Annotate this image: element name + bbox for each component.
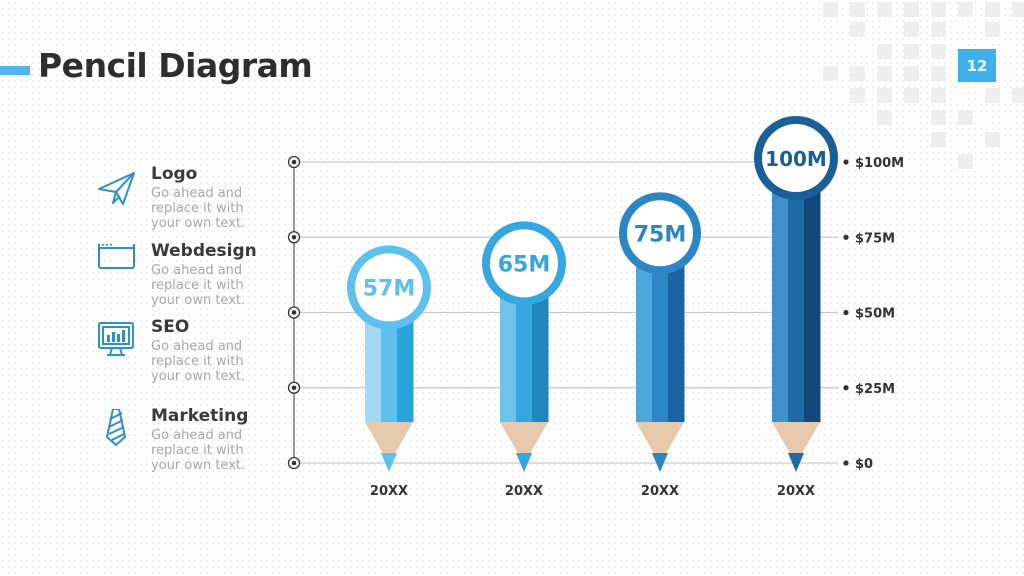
y-tick-label: $50M [855, 307, 895, 322]
page-title: Pencil Diagram [38, 46, 313, 85]
pencil-bar: 57M [347, 245, 431, 472]
pencil-stripe [381, 305, 398, 422]
data-label: 65M [498, 252, 551, 277]
value-ring-inner [490, 229, 558, 298]
value-ring-inner [355, 253, 423, 322]
necktie-icon [106, 409, 126, 446]
value-ring-inner [762, 124, 830, 192]
y-tick-label: $100M [855, 156, 904, 171]
axis-marker-dot [291, 234, 297, 240]
pencil-stripe [365, 305, 382, 422]
tick-dot [843, 159, 849, 165]
x-tick-label: 20XX [777, 484, 815, 499]
data-label: 100M [765, 147, 827, 171]
axis-marker-dot [291, 460, 297, 466]
tick-dot [843, 234, 849, 240]
pencil-bar: 100M [754, 116, 838, 472]
legend-title: Webdesign [151, 241, 257, 261]
x-tick-label: 20XX [505, 484, 543, 499]
y-tick-label: $0 [855, 457, 873, 472]
data-label: 57M [363, 276, 416, 301]
axis-marker-dot [291, 310, 297, 315]
pencil-stripe [636, 251, 653, 422]
pencil-wood [365, 422, 413, 464]
pencil-stripe [668, 251, 685, 422]
pencil-bar: 75M [619, 192, 701, 472]
legend-description: Go ahead and replace it with your own te… [151, 428, 246, 473]
y-tick-label: $25M [855, 382, 895, 397]
pencil-stripe [788, 176, 805, 422]
pencil-wood [636, 422, 684, 464]
x-tick-label: 20XX [641, 484, 679, 499]
y-tick-label: $75M [855, 231, 895, 246]
pencil-stripe [804, 176, 821, 422]
pencil-stripe [652, 251, 669, 422]
legend-description: Go ahead and replace it with your own te… [151, 339, 246, 384]
axis-marker-dot [291, 159, 297, 165]
x-tick-label: 20XX [370, 484, 408, 499]
axis-marker-dot [291, 385, 297, 391]
tick-dot [843, 385, 849, 391]
pencil-stripe [500, 281, 517, 422]
legend-title: Logo [151, 164, 198, 184]
data-label: 75M [634, 222, 687, 247]
pencil-bar: 65M [482, 221, 566, 472]
title-accent-bar [0, 66, 30, 75]
tick-dot [843, 460, 849, 466]
pencil-stripe [532, 281, 549, 422]
monitor-chart-icon [98, 322, 134, 356]
pencil-stripe [397, 305, 414, 422]
legend-description: Go ahead and replace it with your own te… [151, 263, 246, 308]
pencil-stripe [516, 281, 533, 422]
pencil-lead [381, 453, 397, 472]
pencil-lead [652, 453, 668, 472]
legend-description: Go ahead and replace it with your own te… [151, 186, 246, 231]
legend-title: Marketing [151, 406, 249, 426]
pencil-wood [500, 422, 548, 464]
page-number-badge: 12 [958, 49, 996, 82]
paper-plane-icon [98, 172, 135, 205]
pencil-lead [516, 453, 532, 472]
pencil-stripe [772, 176, 789, 422]
browser-window-icon [98, 244, 135, 269]
pencil-lead [788, 453, 804, 472]
value-ring-inner [627, 200, 693, 267]
pencil-wood [772, 422, 820, 464]
tick-dot [843, 309, 849, 316]
legend-title: SEO [151, 317, 190, 337]
